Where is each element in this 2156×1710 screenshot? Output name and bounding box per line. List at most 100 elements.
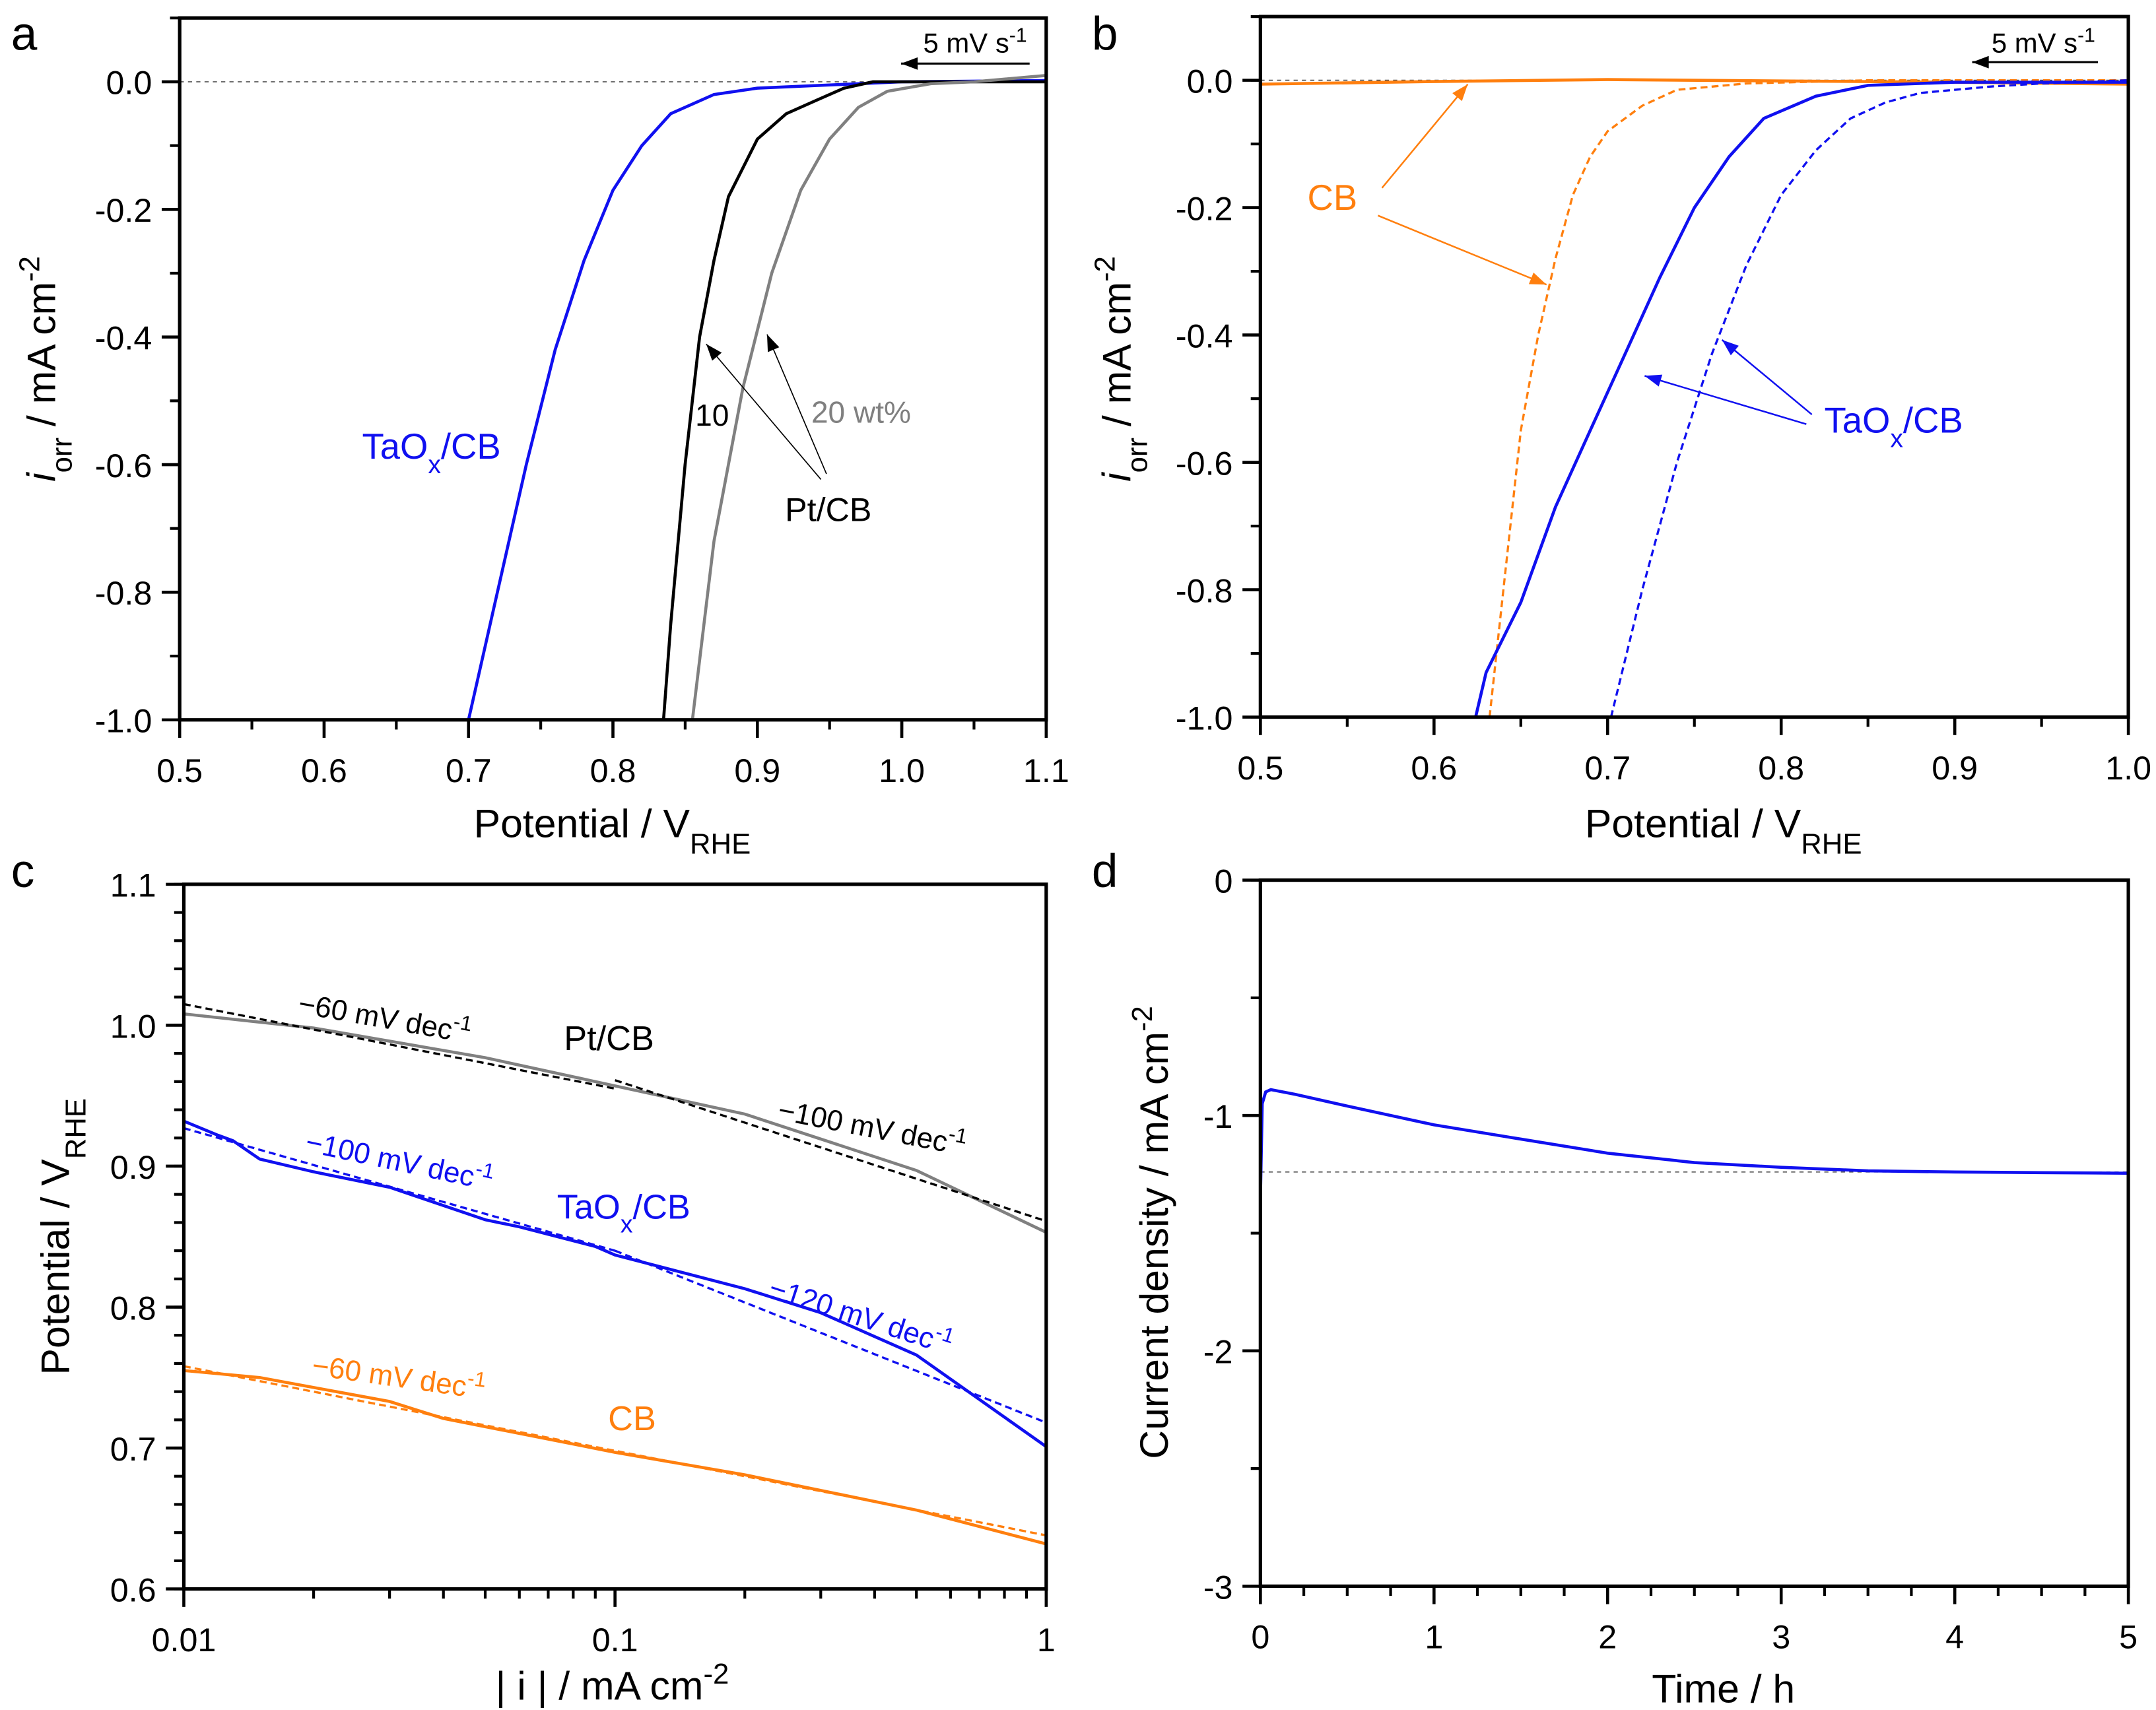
- x-tick-label: 4: [1945, 1619, 1964, 1656]
- x-axis-title-segment: -2: [703, 1658, 729, 1690]
- x-tick-label: 1: [1425, 1619, 1443, 1656]
- panel-letter: c: [11, 845, 35, 898]
- y-tick-label: -0.4: [95, 319, 152, 356]
- panel-letter: a: [11, 8, 38, 60]
- annotation-arrow: [1381, 83, 1469, 189]
- annotation-label: TaOx/CB: [362, 426, 501, 478]
- annotation-label: 20 wt%: [811, 395, 911, 430]
- series-line-pt-cb-fit-60: [184, 1003, 615, 1090]
- x-tick-label: 0.6: [301, 752, 347, 789]
- y-tick-label: 1.1: [110, 867, 156, 904]
- x-axis-title-segment: | i | / mA cm: [496, 1663, 704, 1708]
- annotation-label-segment: -1: [452, 1009, 474, 1036]
- annotation-label: CB: [608, 1400, 656, 1438]
- x-tick-label: 0.01: [152, 1622, 217, 1659]
- series-line-taox-cb-fit-100: [184, 1127, 616, 1252]
- annotation-label-segment: /CB: [633, 1189, 691, 1227]
- annotation-label-segment: -1: [2077, 24, 2095, 46]
- annotation-label-segment: -1: [473, 1156, 496, 1183]
- annotation-label-segment: 5 mV s: [1992, 28, 2077, 59]
- series-line-taox-cb: [1260, 1088, 2129, 1199]
- y-axis-title-segment: orr: [1121, 438, 1153, 473]
- y-axis-title-segment: -2: [1089, 256, 1121, 282]
- annotation-label: 10: [695, 398, 729, 432]
- series-line-pt-cb-10-wt-: [661, 80, 1046, 720]
- annotation-label-segment: Pt/CB: [564, 1020, 654, 1058]
- y-tick-label: -0.4: [1176, 317, 1233, 354]
- x-tick-label: 0.9: [1932, 750, 1978, 787]
- annotation-label-segment: 10: [695, 398, 729, 432]
- annotation-label-segment: TaO: [1825, 400, 1891, 440]
- x-tick-label: 0.1: [592, 1622, 638, 1659]
- x-tick-label: 0.8: [1758, 750, 1804, 787]
- arrowhead-icon: [766, 334, 780, 352]
- x-tick-label: 0: [1251, 1619, 1269, 1656]
- series-line-pt-cb-20-wt-: [691, 74, 1046, 720]
- y-tick-label: -0.6: [95, 447, 152, 484]
- x-axis-title-segment: Potential / V: [1585, 801, 1802, 846]
- y-tick-label: 0.0: [106, 65, 152, 102]
- series-line-taox-cb-solid-: [1474, 81, 2129, 717]
- annotation-label: 5 mV s-1: [1992, 24, 2095, 59]
- arrowhead-icon: [1972, 55, 1989, 69]
- annotation-label: TaOx/CB: [1825, 400, 1963, 453]
- panel-letter: b: [1092, 8, 1118, 60]
- y-axis-title: Potential / VRHE: [33, 1098, 92, 1375]
- annotation-label: −100 mV dec-1: [776, 1089, 970, 1162]
- y-axis-title-segment: Potential / V: [33, 1159, 78, 1375]
- y-axis-title: iorr / mA cm-2: [1089, 256, 1153, 482]
- annotation-label-segment: CB: [608, 1400, 656, 1438]
- y-tick-label: -0.6: [1176, 445, 1233, 482]
- annotation-arrow: [1644, 375, 1807, 425]
- annotation-label: −100 mV dec-1: [303, 1121, 497, 1197]
- annotation-label-segment: −60 mV dec: [310, 1349, 469, 1402]
- x-tick-label: 0.5: [156, 752, 203, 789]
- x-tick-label: 1.0: [2105, 750, 2151, 787]
- y-tick-label: -0.8: [1176, 572, 1233, 609]
- annotation-label-segment: −120 mV dec: [765, 1272, 939, 1356]
- arrowhead-icon: [706, 344, 722, 361]
- y-tick-label: -0.2: [95, 192, 152, 229]
- y-axis-title-segment: Current density / mA cm: [1131, 1032, 1176, 1459]
- y-axis-title: Current density / mA cm-2: [1126, 1006, 1176, 1459]
- annotation-label-segment: TaO: [557, 1189, 621, 1227]
- annotation-label-segment: -1: [1009, 24, 1027, 46]
- x-tick-label: 1: [1037, 1622, 1056, 1659]
- y-axis-title-segment: RHE: [59, 1098, 92, 1159]
- y-tick-label: 0.8: [110, 1290, 156, 1327]
- series-line-taox-cb-fit-120: [615, 1249, 1046, 1424]
- y-tick-label: 0.7: [110, 1431, 156, 1468]
- annotation-label-segment: −100 mV dec: [776, 1094, 951, 1159]
- annotation-label: −120 mV dec-1: [765, 1266, 958, 1361]
- x-axis-title-segment: RHE: [690, 828, 751, 860]
- series-line-cb: [184, 1369, 1046, 1546]
- plot-frame: [178, 16, 1048, 722]
- annotation-label-segment: /CB: [441, 426, 501, 467]
- x-tick-label: 1.1: [1023, 752, 1069, 789]
- arrowhead-icon: [1644, 374, 1663, 387]
- y-tick-label: 0.0: [1187, 63, 1233, 100]
- x-tick-label: 0.6: [1411, 750, 1457, 787]
- y-tick-label: -1.0: [95, 703, 152, 740]
- series-line-cb-fit-60: [184, 1365, 1046, 1537]
- annotation-label-segment: x: [1890, 424, 1903, 453]
- y-tick-label: 0.6: [110, 1571, 156, 1608]
- y-axis-title-segment: / mA cm: [19, 282, 64, 438]
- annotation-label: 5 mV s-1: [924, 24, 1027, 59]
- y-axis-title-segment: orr: [46, 438, 78, 473]
- y-tick-label: 0: [1215, 863, 1233, 900]
- x-axis-title-segment: Potential / V: [474, 801, 691, 846]
- x-axis-title: | i | / mA cm-2: [496, 1658, 729, 1709]
- panel-letter: d: [1092, 845, 1118, 898]
- series-line-taox-cb-dashed-: [1609, 79, 2129, 717]
- x-axis-title-segment: Time / h: [1652, 1666, 1795, 1710]
- y-axis-title-segment: / mA cm: [1095, 282, 1139, 438]
- y-axis-title-segment: -2: [13, 256, 46, 282]
- annotation-label-segment: /CB: [1903, 400, 1963, 440]
- series-line-pt-cb-fit-100: [615, 1079, 1046, 1222]
- y-tick-label: -1.0: [1176, 700, 1233, 737]
- annotation-label-segment: 5 mV s: [924, 28, 1009, 59]
- annotation-arrow: [1721, 339, 1813, 416]
- annotation-label: CB: [1308, 178, 1358, 218]
